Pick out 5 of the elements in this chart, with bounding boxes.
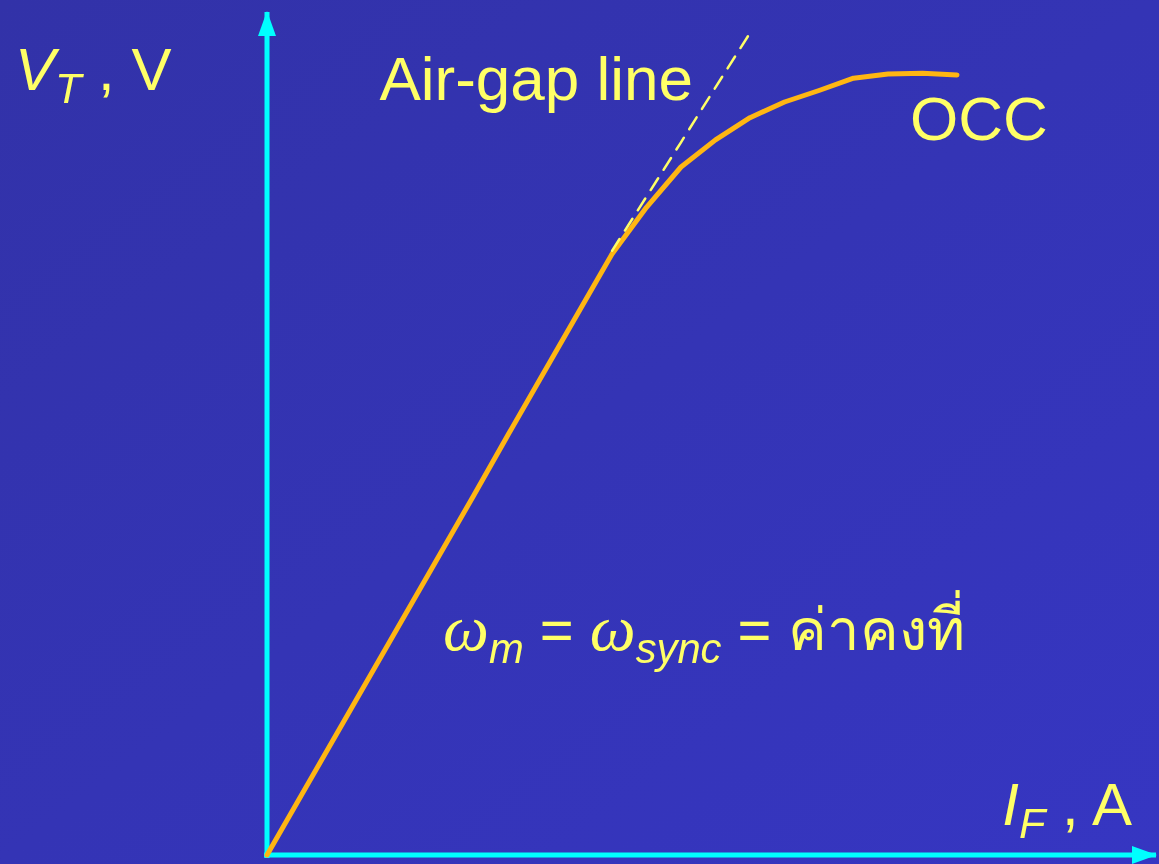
annotation: ω$_{m}$ = ω$_{sync}$ = ค่าคงที่	[443, 590, 965, 672]
series-label: Air-gap line	[379, 44, 693, 113]
series-label: OCC	[910, 83, 1048, 153]
x-axis-title: I$_{F}$ , A	[1002, 771, 1132, 848]
y-axis-title: V$_{T}$ , V	[15, 36, 172, 113]
